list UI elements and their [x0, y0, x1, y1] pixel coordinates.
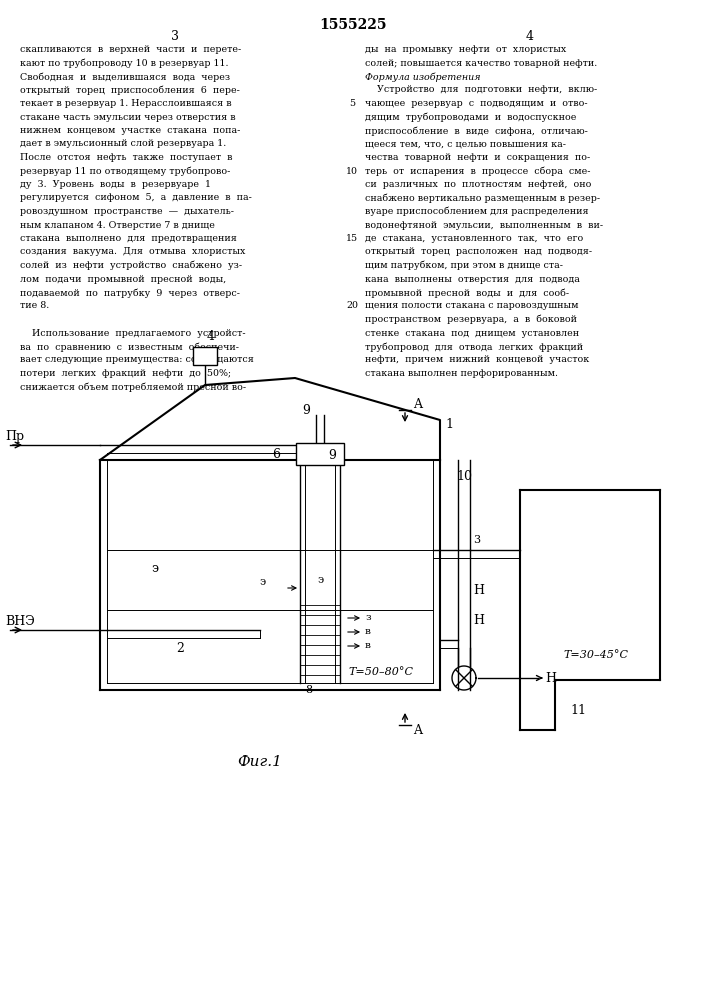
Text: дает в эмульсионный слой резервуара 1.: дает в эмульсионный слой резервуара 1. — [20, 139, 226, 148]
Text: подаваемой  по  патрубку  9  через  отверс-: подаваемой по патрубку 9 через отверс- — [20, 288, 240, 298]
Text: потери  легких  фракций  нефти  до  50%;: потери легких фракций нефти до 50%; — [20, 369, 231, 378]
Text: 8: 8 — [305, 685, 312, 695]
Text: вает следующие преимущества: сокращаются: вает следующие преимущества: сокращаются — [20, 356, 254, 364]
Text: стакана выполнен перфорированным.: стакана выполнен перфорированным. — [365, 369, 558, 378]
Text: 10: 10 — [456, 470, 472, 483]
Text: После  отстоя  нефть  также  поступает  в: После отстоя нефть также поступает в — [20, 153, 233, 162]
Text: промывной  пресной  воды  и  для  сооб-: промывной пресной воды и для сооб- — [365, 288, 569, 298]
Text: A: A — [413, 398, 422, 412]
Text: создания  вакуума.  Для  отмыва  хлористых: создания вакуума. Для отмыва хлористых — [20, 247, 245, 256]
Text: 1: 1 — [445, 418, 453, 432]
Text: в: в — [365, 642, 371, 650]
Text: приспособление  в  виде  сифона,  отличаю-: приспособление в виде сифона, отличаю- — [365, 126, 588, 135]
Text: щееся тем, что, с целью повышения ка-: щееся тем, что, с целью повышения ка- — [365, 139, 566, 148]
Text: регулируется  сифоном  5,  а  давление  в  па-: регулируется сифоном 5, а давление в па- — [20, 194, 252, 202]
Text: ду  3.  Уровень  воды  в  резервуаре  1: ду 3. Уровень воды в резервуаре 1 — [20, 180, 211, 189]
Text: 20: 20 — [346, 302, 358, 310]
Text: ровоздушном  пространстве  —  дыхатель-: ровоздушном пространстве — дыхатель- — [20, 207, 234, 216]
Text: 5: 5 — [349, 99, 355, 108]
Text: терь  от  испарения  в  процессе  сбора  сме-: терь от испарения в процессе сбора сме- — [365, 166, 590, 176]
Text: э: э — [151, 562, 158, 574]
Text: кают по трубопроводу 10 в резервуар 11.: кают по трубопроводу 10 в резервуар 11. — [20, 58, 228, 68]
Text: чающее  резервуар  с  подводящим  и  отво-: чающее резервуар с подводящим и отво- — [365, 99, 588, 108]
Text: дящим  трубопроводами  и  водоспускное: дящим трубопроводами и водоспускное — [365, 112, 576, 122]
Bar — [296, 443, 344, 465]
Text: 15: 15 — [346, 234, 358, 243]
Text: водонефтяной  эмульсии,  выполненным  в  ви-: водонефтяной эмульсии, выполненным в ви- — [365, 221, 603, 230]
Text: вуаре приспособлением для распределения: вуаре приспособлением для распределения — [365, 207, 589, 217]
Text: 3: 3 — [171, 30, 179, 43]
Text: Использование  предлагаемого  устройст-: Использование предлагаемого устройст- — [20, 328, 245, 338]
Text: стакане часть эмульсии через отверстия в: стакане часть эмульсии через отверстия в — [20, 112, 235, 121]
Text: Свободная  и  выделившаяся  вода  через: Свободная и выделившаяся вода через — [20, 72, 230, 82]
Text: ным клапаном 4. Отверстие 7 в днище: ным клапаном 4. Отверстие 7 в днище — [20, 221, 215, 230]
Text: 2: 2 — [176, 642, 184, 655]
Text: солей  из  нефти  устройство  снабжено  уз-: солей из нефти устройство снабжено уз- — [20, 261, 242, 270]
Text: стенке  стакана  под  днищем  установлен: стенке стакана под днищем установлен — [365, 328, 579, 338]
Text: снижается объем потребляемой пресной во-: снижается объем потребляемой пресной во- — [20, 382, 246, 392]
Text: 9: 9 — [328, 449, 336, 462]
Bar — [193, 347, 217, 365]
Text: 9: 9 — [302, 403, 310, 416]
Text: нефти,  причем  нижний  концевой  участок: нефти, причем нижний концевой участок — [365, 356, 589, 364]
Text: скапливаются  в  верхней  части  и  перете-: скапливаются в верхней части и перете- — [20, 45, 241, 54]
Text: Н: Н — [545, 672, 556, 684]
Text: T=30–45°C: T=30–45°C — [563, 650, 628, 660]
Text: лом  подачи  промывной  пресной  воды,: лом подачи промывной пресной воды, — [20, 274, 226, 284]
Text: Фиг.1: Фиг.1 — [238, 755, 282, 769]
Text: 4: 4 — [526, 30, 534, 43]
Text: A: A — [413, 724, 422, 736]
Text: трубопровод  для  отвода  легких  фракций: трубопровод для отвода легких фракций — [365, 342, 583, 352]
Text: 11: 11 — [570, 704, 586, 716]
Text: снабжено вертикально размещенным в резер-: снабжено вертикально размещенным в резер… — [365, 194, 600, 203]
Text: кана  выполнены  отверстия  для  подвода: кана выполнены отверстия для подвода — [365, 274, 580, 284]
Text: 3: 3 — [473, 535, 480, 545]
Text: пространством  резервуара,  а  в  боковой: пространством резервуара, а в боковой — [365, 315, 577, 324]
Text: щения полости стакана с паровоздушным: щения полости стакана с паровоздушным — [365, 302, 578, 310]
Text: Устройство  для  подготовки  нефти,  вклю-: Устройство для подготовки нефти, вклю- — [365, 86, 597, 95]
Text: текает в резервуар 1. Нерасслоившаяся в: текает в резервуар 1. Нерасслоившаяся в — [20, 99, 232, 108]
Text: открытый  торец  расположен  над  подводя-: открытый торец расположен над подводя- — [365, 247, 592, 256]
Text: Формула изобретения: Формула изобретения — [365, 72, 481, 82]
Text: э: э — [317, 575, 323, 585]
Text: Пр: Пр — [5, 430, 24, 443]
Text: Н: Н — [473, 584, 484, 596]
Text: 6: 6 — [272, 448, 280, 460]
Text: си  различных  по  плотностям  нефтей,  оно: си различных по плотностям нефтей, оно — [365, 180, 591, 189]
Text: нижнем  концевом  участке  стакана  попа-: нижнем концевом участке стакана попа- — [20, 126, 240, 135]
Text: з: з — [365, 613, 370, 622]
Text: открытый  торец  приспособления  6  пере-: открытый торец приспособления 6 пере- — [20, 86, 240, 95]
Text: Н: Н — [473, 613, 484, 626]
Text: 4: 4 — [207, 330, 215, 343]
Text: ВНЭ: ВНЭ — [5, 615, 35, 628]
Text: ды  на  промывку  нефти  от  хлористых: ды на промывку нефти от хлористых — [365, 45, 566, 54]
Text: щим патрубком, при этом в днище ста-: щим патрубком, при этом в днище ста- — [365, 261, 563, 270]
Text: чества  товарной  нефти  и  сокращения  по-: чества товарной нефти и сокращения по- — [365, 153, 590, 162]
Text: 1555225: 1555225 — [320, 18, 387, 32]
Text: в: в — [365, 628, 371, 637]
Text: резервуар 11 по отводящему трубопрово-: резервуар 11 по отводящему трубопрово- — [20, 166, 230, 176]
Text: тие 8.: тие 8. — [20, 302, 49, 310]
Text: T=50–80°C: T=50–80°C — [348, 667, 413, 677]
Text: стакана  выполнено  для  предотвращения: стакана выполнено для предотвращения — [20, 234, 237, 243]
Text: э: э — [259, 577, 265, 587]
Text: солей; повышается качество товарной нефти.: солей; повышается качество товарной нефт… — [365, 58, 597, 68]
Text: 10: 10 — [346, 166, 358, 176]
Text: де  стакана,  установленного  так,  что  его: де стакана, установленного так, что его — [365, 234, 583, 243]
Text: ва  по  сравнению  с  известным  обеспечи-: ва по сравнению с известным обеспечи- — [20, 342, 239, 352]
